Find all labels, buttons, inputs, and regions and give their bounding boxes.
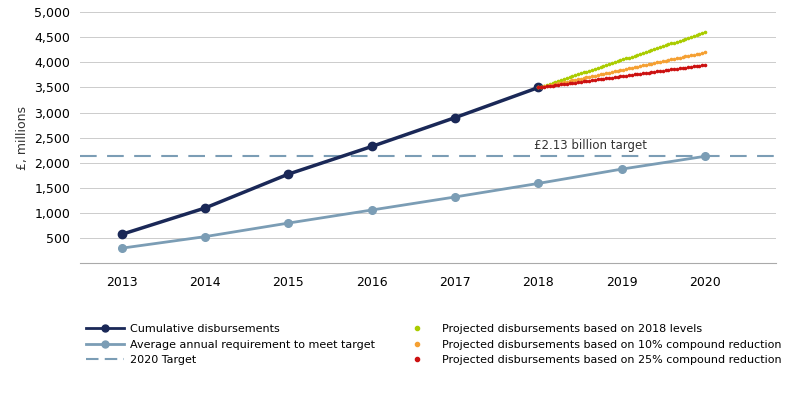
Y-axis label: £, millions: £, millions xyxy=(16,106,29,170)
Legend: Cumulative disbursements, Average annual requirement to meet target, 2020 Target: Cumulative disbursements, Average annual… xyxy=(86,324,782,365)
Text: £2.13 billion target: £2.13 billion target xyxy=(534,139,647,152)
